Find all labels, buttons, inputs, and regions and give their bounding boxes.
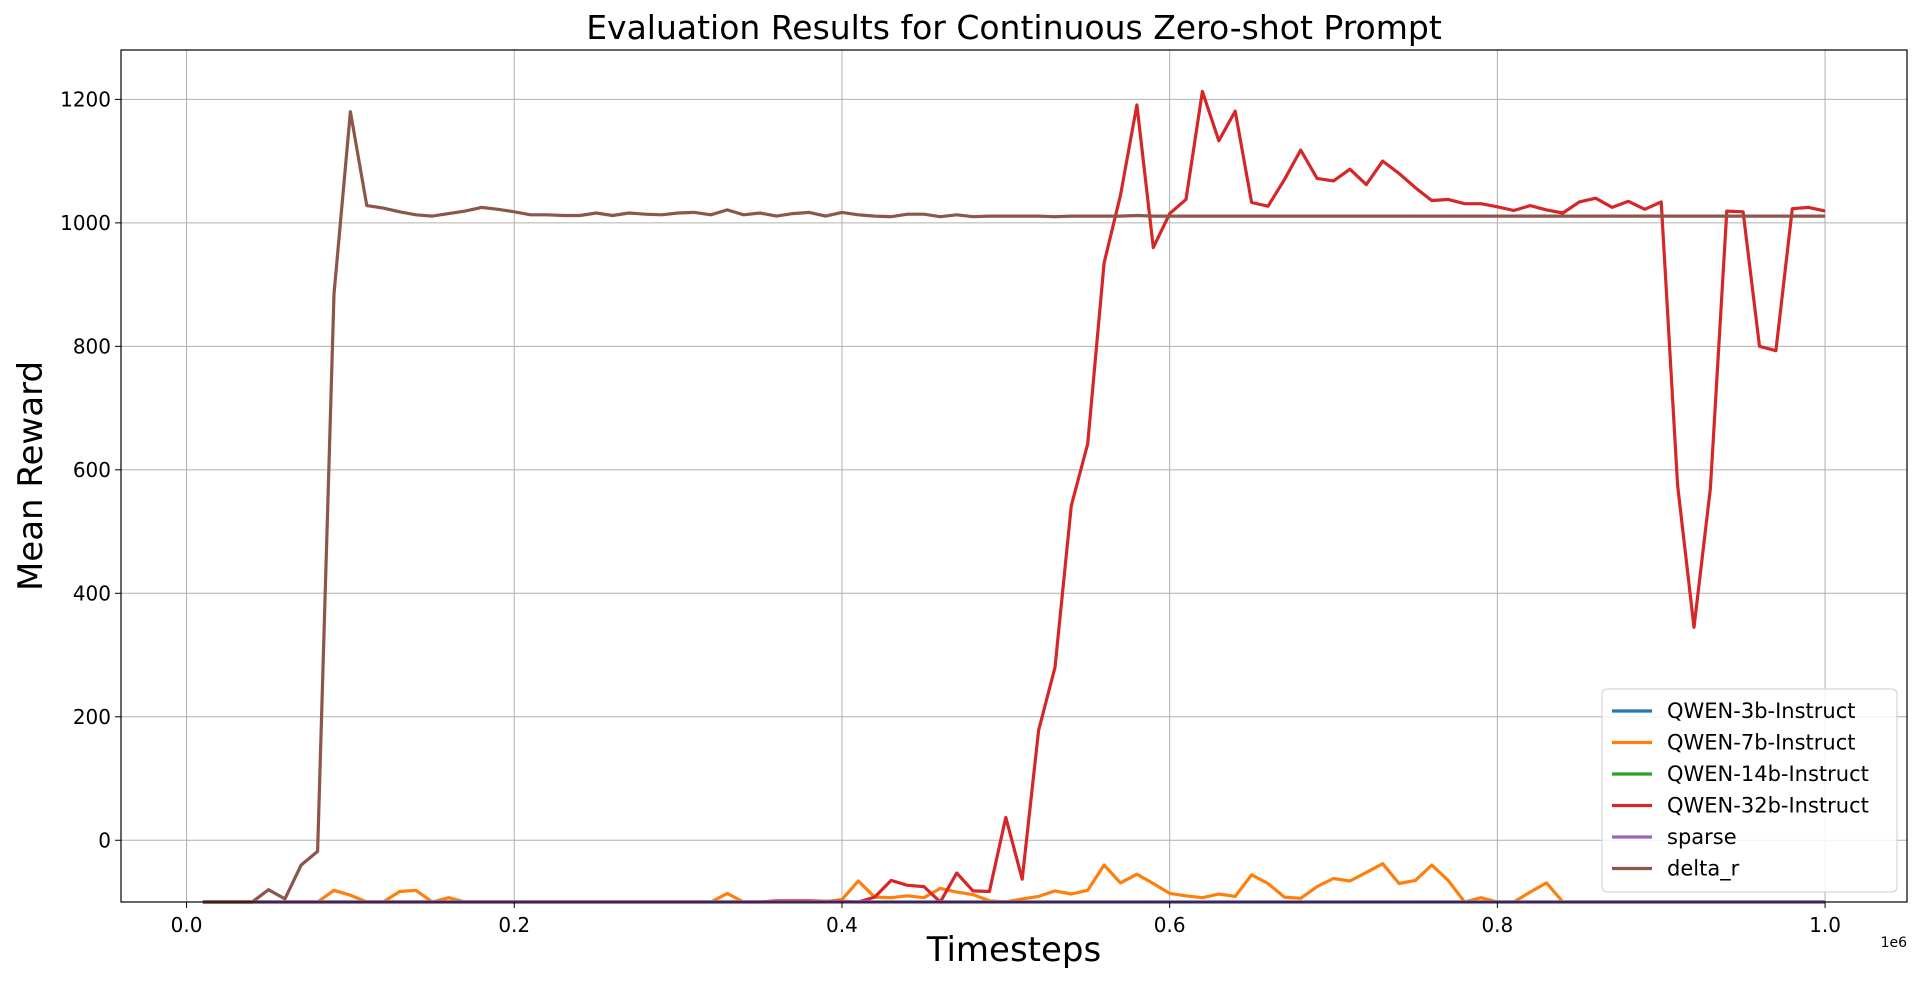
x-tick-label: 0.2 [498, 913, 530, 937]
series-line-delta-r [202, 110, 1826, 904]
legend-label: delta_r [1667, 857, 1740, 882]
legend-label: QWEN-14b-Instruct [1667, 762, 1869, 786]
chart-title: Evaluation Results for Continuous Zero-s… [586, 8, 1442, 47]
x-axis-offset-label: 1e6 [1881, 935, 1908, 951]
y-tick-label: 600 [73, 458, 111, 482]
legend-box [1601, 688, 1898, 893]
y-tick-label: 400 [73, 581, 111, 605]
x-tick-label: 0.0 [171, 913, 203, 937]
legend-label: QWEN-7b-Instruct [1667, 731, 1856, 755]
legend-item: QWEN-3b-Instruct [1612, 699, 1856, 723]
legend-label: QWEN-3b-Instruct [1667, 699, 1856, 723]
legend-item: QWEN-7b-Instruct [1612, 731, 1856, 755]
x-tick-label: 1.0 [1809, 913, 1841, 937]
legend-item: sparse [1612, 825, 1737, 849]
series-line-qwen-7b-instruct [202, 862, 1826, 904]
y-tick-label: 800 [73, 334, 111, 358]
y-tick-label: 1200 [60, 87, 111, 111]
y-tick-label: 200 [73, 705, 111, 729]
x-tick-label: 0.8 [1481, 913, 1513, 937]
plot-frame [120, 49, 1908, 903]
y-tick-label: 1000 [60, 211, 111, 235]
x-tick-label: 0.4 [826, 913, 858, 937]
x-tick-label: 0.6 [1154, 913, 1186, 937]
series-lines [202, 89, 1826, 904]
legend-item: QWEN-14b-Instruct [1612, 762, 1869, 786]
legend-label: sparse [1667, 825, 1737, 849]
axis-ticks: 0.0 0.2 0.4 0.6 0.8 1.0 0 200 400 600 800 1000 1200 [60, 87, 1841, 937]
legend-item: delta_r [1612, 857, 1740, 882]
legend-item: QWEN-32b-Instruct [1612, 794, 1869, 818]
legend: QWEN-3b-Instruct QWEN-7b-Instruct QWEN-14b… [1601, 688, 1898, 893]
legend-label: QWEN-32b-Instruct [1667, 794, 1869, 818]
y-tick-label: 0 [98, 828, 111, 852]
x-axis-title: Timesteps [926, 930, 1101, 970]
grid [121, 50, 1907, 902]
y-axis-title: Mean Reward [11, 361, 51, 591]
